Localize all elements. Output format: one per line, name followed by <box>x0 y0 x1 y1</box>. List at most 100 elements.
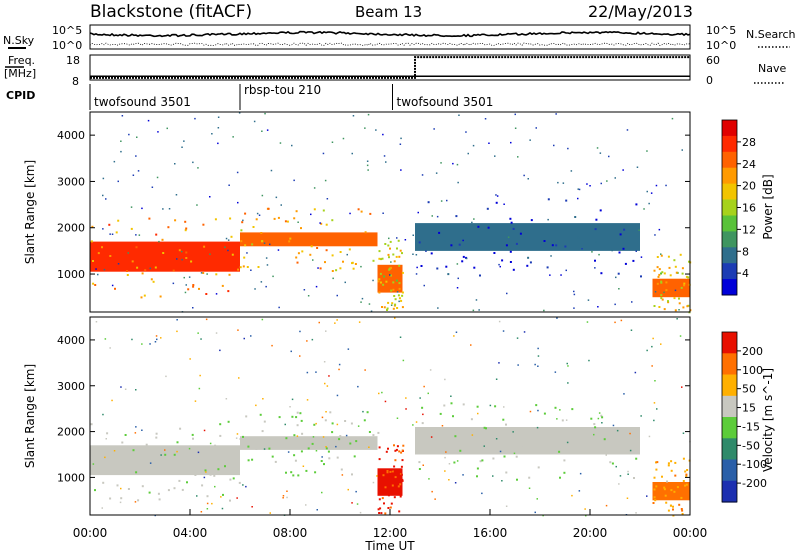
echo-cell <box>310 245 313 248</box>
echo-cell <box>398 450 401 453</box>
echo-cell <box>385 450 388 453</box>
echo-cell <box>117 263 120 265</box>
echo-cell <box>375 129 377 131</box>
echo-cell <box>117 219 120 222</box>
echo-cell <box>400 169 402 171</box>
echo-cell <box>512 431 514 433</box>
echo-cell <box>685 483 688 486</box>
xtick-label: 04:00 <box>173 526 208 540</box>
echo-cell <box>334 322 336 324</box>
echo-cell <box>618 251 621 254</box>
echo-cell <box>638 229 640 231</box>
echo-cell <box>104 456 106 459</box>
echo-cell <box>197 332 199 334</box>
echo-cell <box>378 458 381 461</box>
echo-cell <box>618 483 620 485</box>
echo-cell <box>579 472 582 475</box>
echo-cell <box>656 461 659 464</box>
echo-cell <box>648 202 650 205</box>
echo-cell <box>397 485 400 488</box>
echo-cell <box>555 113 557 115</box>
echo-cell <box>265 241 268 244</box>
time-axis: 00:00 04:00 08:00 12:00 16:00 20:00 00:00 <box>73 509 707 540</box>
echo-cell <box>312 259 314 261</box>
echo-cell <box>219 434 222 437</box>
echo-cell <box>577 188 579 190</box>
echo-cell <box>448 463 451 465</box>
power-heatmap <box>90 112 692 314</box>
echo-cell <box>354 263 357 265</box>
echo-cell <box>206 273 208 275</box>
echo-cell <box>514 113 516 116</box>
echo-cell <box>655 184 658 187</box>
echo-cell <box>447 273 450 276</box>
echo-cell <box>402 444 405 447</box>
echo-cell <box>313 187 316 189</box>
echo-cell <box>326 385 329 387</box>
echo-cell <box>594 259 596 262</box>
echo-cell <box>331 422 334 425</box>
echo-cell <box>674 474 677 477</box>
echo-cell <box>509 217 512 220</box>
echo-cell <box>393 465 396 468</box>
echo-cell <box>224 465 226 468</box>
echo-cell <box>280 204 282 206</box>
echo-cell <box>322 436 325 438</box>
echo-cell <box>386 309 388 311</box>
echo-cell <box>401 252 403 255</box>
echo-cell <box>452 162 454 165</box>
echo-cell <box>397 294 400 297</box>
echo-cell <box>324 179 327 182</box>
echo-cell <box>467 440 470 443</box>
echo-cell <box>142 452 145 455</box>
echo-cell <box>232 136 234 138</box>
echo-cell <box>224 246 226 248</box>
echo-cell <box>556 418 558 420</box>
echo-cell <box>378 446 381 449</box>
echo-cell <box>391 484 394 487</box>
echo-cell <box>388 237 390 240</box>
echo-cell <box>271 344 273 347</box>
echo-cell <box>232 477 235 480</box>
echo-cell <box>536 498 538 500</box>
echo-cell <box>315 422 317 425</box>
colorbar-swatch <box>722 247 737 264</box>
colorbar-tick-label: 8 <box>742 245 749 258</box>
echo-cell <box>176 450 178 453</box>
echo-cell <box>574 216 577 218</box>
xaxis-label: Time UT <box>364 539 415 553</box>
echo-cell <box>378 250 381 253</box>
echo-cell <box>291 144 293 147</box>
echo-cell <box>169 464 171 466</box>
echo-cell <box>97 252 100 255</box>
echo-cell <box>237 329 239 331</box>
echo-cell <box>399 336 402 338</box>
echo-cell <box>203 476 206 479</box>
echo-cell <box>217 468 220 471</box>
echo-cell <box>679 335 682 337</box>
echo-cell <box>353 455 356 458</box>
echo-cell <box>293 217 296 220</box>
echo-cell <box>266 264 269 266</box>
echo-cell <box>301 432 304 435</box>
echo-cell <box>398 264 401 267</box>
echo-cell <box>571 494 573 497</box>
echo-cell <box>673 297 676 300</box>
echo-cell <box>635 457 638 460</box>
echo-cell <box>425 250 427 252</box>
colorbar-swatch <box>722 374 737 397</box>
echo-cell <box>213 474 216 477</box>
echo-cell <box>399 249 402 252</box>
echo-cell <box>305 469 308 472</box>
echo-cell <box>471 434 474 436</box>
echo-cell <box>594 426 597 429</box>
echo-cell <box>546 266 549 269</box>
ytick-label: 2000 <box>57 426 85 439</box>
colorbar-swatch <box>722 199 737 216</box>
echo-cell <box>457 445 459 447</box>
echo-cell <box>393 496 396 499</box>
echo-cell <box>651 345 653 348</box>
echo-cell <box>155 436 158 439</box>
echo-cell <box>519 242 522 244</box>
echo-cell <box>573 307 575 309</box>
